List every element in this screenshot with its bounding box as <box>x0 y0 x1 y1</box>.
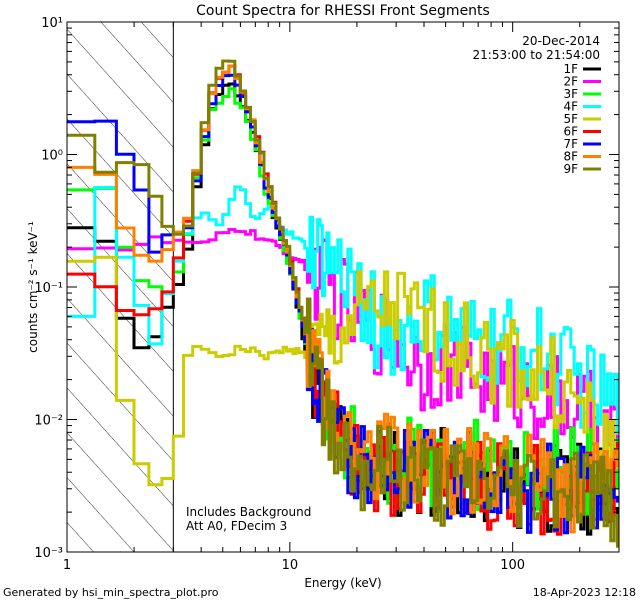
legend-label-6F: 6F <box>563 125 578 139</box>
y-tick-label: 10⁻¹ <box>34 281 63 296</box>
chart-title: Count Spectra for RHESSI Front Segments <box>196 3 490 19</box>
annotation-time: 21:53:00 to 21:54:00 <box>473 48 600 62</box>
y-tick-label: 10⁻² <box>34 414 63 429</box>
footer-generated-by: Generated by hsi_min_spectra_plot.pro <box>3 586 219 599</box>
legend-label-8F: 8F <box>563 150 578 164</box>
axis-ticks <box>66 21 620 553</box>
legend-label-3F: 3F <box>563 87 578 101</box>
x-axis-label: Energy (keV) <box>304 576 381 590</box>
annotation-atten: Att A0, FDecim 3 <box>186 519 287 533</box>
legend-label-1F: 1F <box>563 62 578 76</box>
y-tick-label: 10⁻³ <box>34 546 63 561</box>
series-layer <box>67 59 619 548</box>
x-tick-label: 1 <box>63 558 71 573</box>
series-line-9F <box>67 59 619 548</box>
x-tick-label: 10 <box>282 558 299 573</box>
y-tick-label: 10⁰ <box>41 149 63 164</box>
annotation-background: Includes Background <box>186 505 311 519</box>
axis-tick-labels: 1 10 100 10⁻³ 10⁻² 10⁻¹ 10⁰ 10¹ <box>34 16 525 573</box>
legend-label-5F: 5F <box>563 112 578 126</box>
legend-label-2F: 2F <box>563 75 578 89</box>
legend-label-7F: 7F <box>563 137 578 151</box>
y-axis-label: counts cm⁻² s⁻¹ keV⁻¹ <box>26 221 40 353</box>
footer-timestamp: 18-Apr-2023 12:18 <box>533 586 636 599</box>
legend-label-9F: 9F <box>563 162 578 176</box>
y-tick-label: 10¹ <box>41 16 63 31</box>
x-tick-label: 100 <box>500 558 525 573</box>
series-line-5F <box>67 255 619 493</box>
annotation-date: 20-Dec-2014 <box>522 34 600 48</box>
legend-label-4F: 4F <box>563 100 578 114</box>
